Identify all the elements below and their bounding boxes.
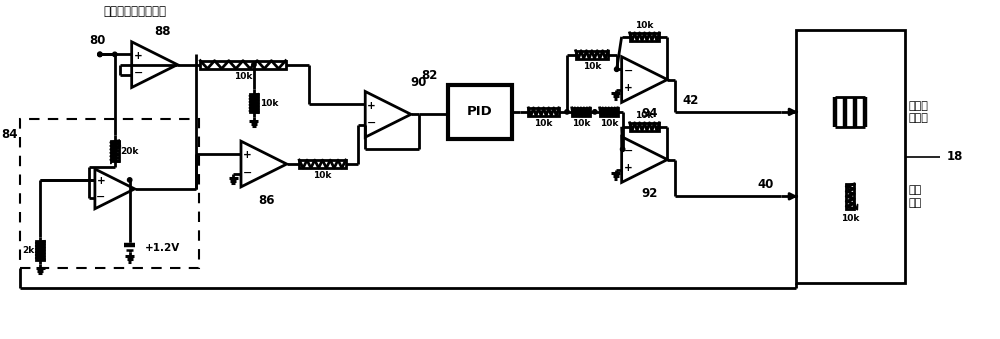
Bar (250, 94, 258, 113)
Text: 40: 40 (758, 178, 774, 191)
Bar (572, 108, 590, 116)
Text: PID: PID (467, 105, 493, 118)
Circle shape (593, 110, 597, 114)
Bar (600, 108, 618, 116)
Text: −: − (623, 66, 633, 76)
Text: 80: 80 (90, 34, 106, 47)
Bar (36, 241, 44, 260)
Text: 10k: 10k (534, 119, 553, 128)
Text: +1.2V: +1.2V (145, 242, 180, 253)
Circle shape (113, 52, 117, 57)
Text: −: − (133, 68, 143, 78)
Text: 10k: 10k (260, 99, 278, 108)
Text: 88: 88 (154, 25, 171, 38)
Bar (200, 61, 286, 68)
Bar (111, 141, 119, 161)
Bar (20, 119, 199, 268)
Text: −: − (367, 118, 376, 128)
Text: 2k: 2k (22, 246, 34, 255)
Text: 10k: 10k (583, 62, 601, 71)
Text: 18: 18 (947, 150, 963, 163)
Text: 10k: 10k (635, 21, 654, 30)
Bar (528, 108, 559, 116)
Text: +: + (243, 151, 252, 160)
Text: 10k: 10k (234, 72, 252, 81)
Text: −: − (623, 146, 633, 156)
Circle shape (98, 52, 102, 57)
Text: 10k: 10k (635, 111, 654, 120)
Bar (796, 30, 905, 283)
Bar (630, 123, 659, 131)
Text: 10k: 10k (841, 214, 859, 223)
Text: +: + (367, 101, 376, 111)
Bar (448, 84, 512, 139)
Text: 42: 42 (682, 94, 698, 107)
Text: 82: 82 (422, 68, 438, 82)
Text: −: − (243, 168, 252, 178)
Text: 86: 86 (259, 194, 275, 207)
Bar (299, 160, 346, 168)
Text: 94: 94 (641, 107, 658, 120)
Text: +: + (134, 51, 143, 61)
Text: 20k: 20k (121, 146, 139, 156)
Text: 92: 92 (641, 187, 658, 200)
Circle shape (565, 110, 569, 114)
Bar (846, 184, 854, 209)
Circle shape (98, 52, 102, 57)
Text: 非线性晶体温度设定: 非线性晶体温度设定 (103, 5, 166, 18)
Text: 10k: 10k (313, 171, 332, 180)
Bar (630, 33, 659, 41)
Text: 10k: 10k (572, 119, 590, 128)
Text: +: + (624, 163, 632, 173)
Text: +: + (96, 176, 105, 186)
Text: 热敏
电阶: 热敏 电阶 (909, 185, 922, 207)
Text: +: + (624, 83, 632, 93)
Circle shape (252, 62, 256, 67)
Text: 84: 84 (1, 128, 17, 141)
Text: −: − (96, 192, 106, 202)
Circle shape (614, 67, 619, 72)
Text: 半导体
制冷片: 半导体 制冷片 (909, 101, 929, 123)
Bar (576, 51, 608, 59)
Text: 90: 90 (411, 76, 427, 88)
Circle shape (620, 147, 625, 152)
Circle shape (127, 178, 132, 182)
Text: 10k: 10k (600, 119, 618, 128)
